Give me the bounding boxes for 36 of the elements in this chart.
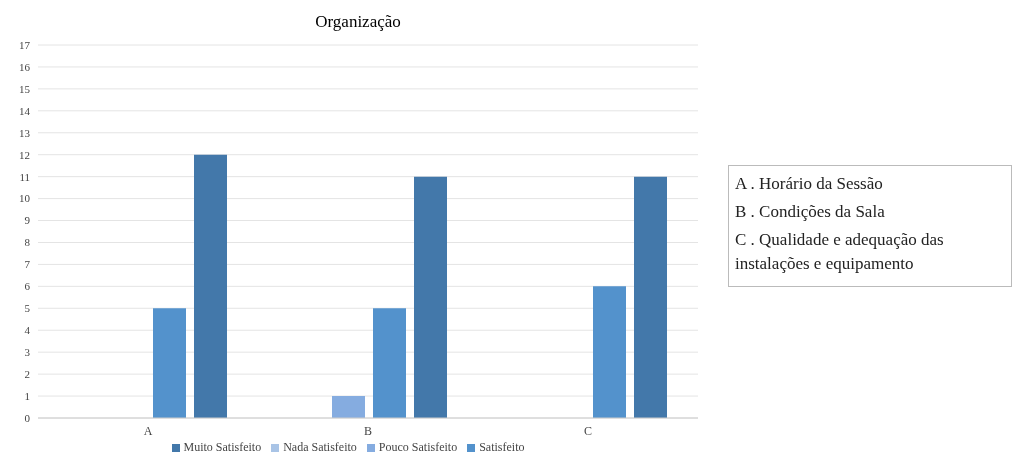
- bar: [414, 176, 447, 418]
- y-tick-label: 5: [24, 302, 31, 315]
- y-tick-label: 6: [24, 280, 31, 293]
- bar: [593, 286, 626, 418]
- y-tick-label: 15: [19, 82, 31, 95]
- bar: [194, 154, 227, 418]
- y-tick-label: 11: [19, 170, 30, 183]
- y-tick-label: 12: [19, 148, 30, 161]
- y-tick-label: 16: [19, 60, 31, 73]
- y-tick-label: 10: [19, 192, 31, 205]
- bar: [153, 308, 186, 418]
- y-tick-label: 4: [24, 324, 31, 337]
- y-tick-label: 2: [24, 368, 30, 381]
- x-tick-label: C: [583, 423, 593, 438]
- bar: [373, 308, 406, 418]
- text: B . Condições da Sala: [735, 201, 886, 223]
- x-tick-label: B: [363, 423, 373, 438]
- text: A . Horário da Sessão: [735, 173, 884, 195]
- chart-title: Organização: [314, 12, 402, 32]
- y-tick-label: 7: [24, 258, 31, 271]
- legend-label: Satisfeito: [479, 440, 525, 454]
- y-tick-label: 1: [24, 389, 30, 402]
- y-tick-label: 0: [24, 411, 31, 424]
- bar: [634, 176, 667, 418]
- y-tick-label: 8: [24, 236, 31, 249]
- y-tick-label: 3: [24, 346, 31, 359]
- text: C . Qualidade e adequação das instalações e equipamento: [735, 229, 945, 275]
- y-tick-label: 14: [19, 104, 31, 117]
- legend-label: Nada Satisfeito: [283, 440, 357, 454]
- legend-label: Muito Satisfeito: [183, 440, 262, 454]
- bar: [332, 396, 365, 418]
- legend-label: Pouco Satisfeito: [378, 440, 458, 454]
- x-tick-label: A: [143, 423, 153, 438]
- y-tick-label: 9: [24, 214, 31, 227]
- y-tick-label: 17: [19, 38, 31, 51]
- y-tick-label: 13: [19, 126, 31, 139]
